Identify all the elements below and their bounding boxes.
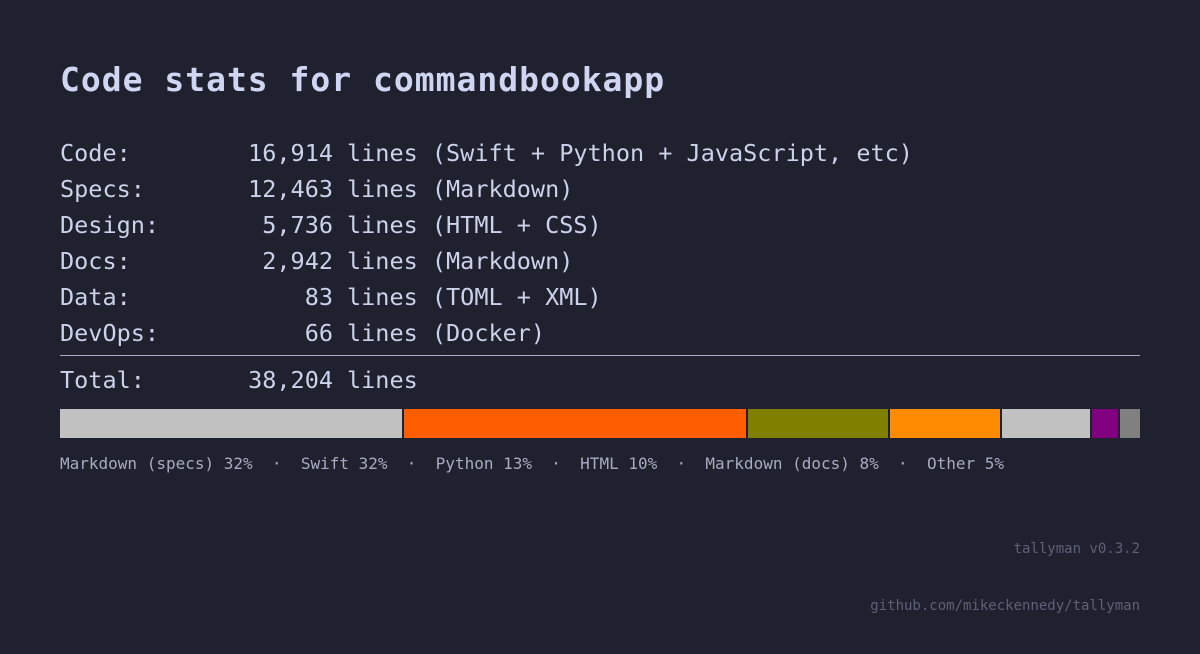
bar-segment-html (890, 409, 1000, 438)
stat-value: 12,463 (248, 175, 333, 203)
report-content: Code stats for commandbookapp Code: 16,9… (60, 60, 1140, 473)
bar-segment-markdown-docs (1001, 409, 1090, 438)
stat-label: Data: (60, 283, 131, 311)
app-repo-url-text: github.com/mikeckennedy/tallyman (870, 598, 1140, 614)
stat-label: Design: (60, 211, 160, 239)
total-value: 38,204 (248, 366, 333, 394)
stat-value: 83 (304, 283, 333, 311)
bar-segment-markdown-specs (60, 409, 403, 438)
stat-label: DevOps: (60, 319, 160, 347)
app-version-text: tallyman v0.3.2 (1013, 541, 1140, 557)
stat-row-devops: DevOps: 66 lines (Docker) (60, 315, 1140, 351)
stat-value: 2,942 (262, 247, 333, 275)
stat-label: Code: (60, 139, 131, 167)
stat-detail: lines (Markdown) (347, 247, 574, 275)
stat-detail: lines (Docker) (347, 319, 546, 347)
stacked-bar-chart (60, 409, 1140, 438)
stat-detail: lines (HTML + CSS) (347, 211, 602, 239)
stat-value: 66 (304, 319, 333, 347)
total-detail: lines (347, 366, 418, 394)
chart-legend: Markdown (specs) 32% · Swift 32% · Pytho… (60, 454, 1005, 473)
stat-detail: lines (Swift + Python + JavaScript, etc) (347, 139, 913, 167)
stat-label: Docs: (60, 247, 131, 275)
stat-row-code: Code: 16,914 lines (Swift + Python + Jav… (60, 135, 1140, 171)
stat-row-specs: Specs: 12,463 lines (Markdown) (60, 171, 1140, 207)
bar-segment-python (747, 409, 889, 438)
stat-row-design: Design: 5,736 lines (HTML + CSS) (60, 207, 1140, 243)
stat-detail: lines (Markdown) (347, 175, 574, 203)
stat-row-docs: Docs: 2,942 lines (Markdown) (60, 243, 1140, 279)
stat-value: 16,914 (248, 139, 333, 167)
stat-label: Specs: (60, 175, 145, 203)
code-stats-report: Code stats for commandbookapp Code: 16,9… (60, 60, 1140, 614)
bar-segment-other-segment-2 (1119, 409, 1140, 438)
total-row: Total: 38,204 lines (60, 362, 1140, 398)
divider-line (60, 355, 1140, 356)
total-label: Total: (60, 366, 145, 394)
bar-segment-swift (404, 409, 746, 438)
stats-table: Code: 16,914 lines (Swift + Python + Jav… (60, 135, 1140, 351)
stat-detail: lines (TOML + XML) (347, 283, 602, 311)
footer: tallyman v0.3.2 github.com/mikeckennedy/… (870, 502, 1140, 654)
page-title: Code stats for commandbookapp (60, 60, 666, 99)
stat-row-data: Data: 83 lines (TOML + XML) (60, 279, 1140, 315)
bar-segment-other-segment-1 (1091, 409, 1118, 438)
stat-value: 5,736 (262, 211, 333, 239)
